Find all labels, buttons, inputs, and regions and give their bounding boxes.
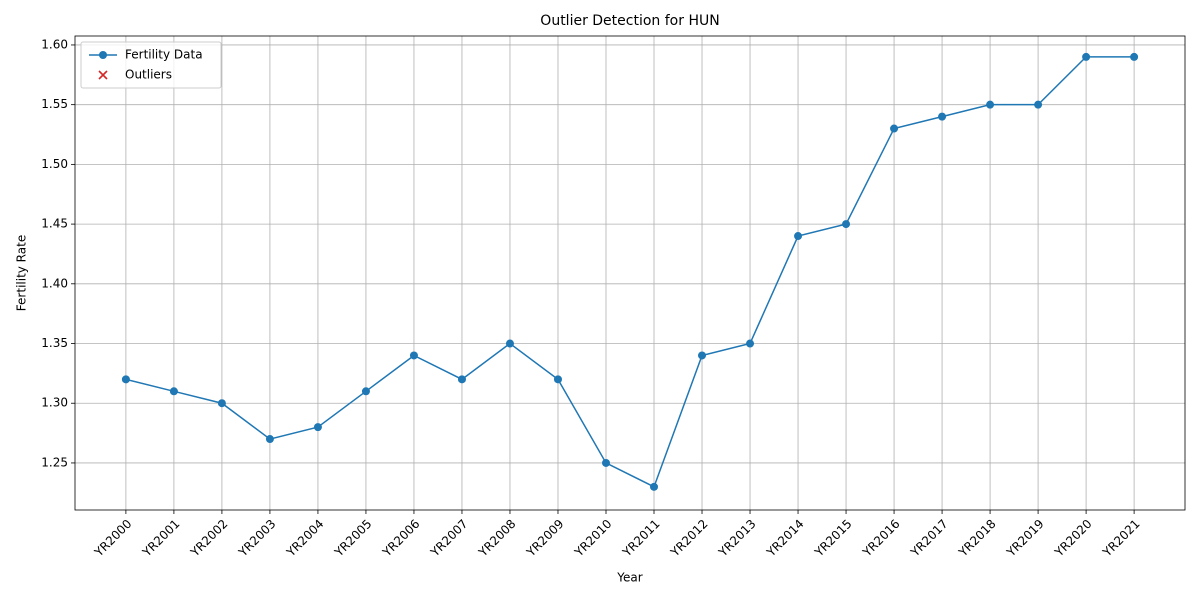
data-point bbox=[169, 387, 178, 396]
data-point bbox=[457, 375, 466, 384]
data-point bbox=[553, 375, 562, 384]
y-tick-label: 1.50 bbox=[41, 157, 68, 171]
y-axis-label: Fertility Rate bbox=[15, 235, 29, 311]
data-point bbox=[1082, 52, 1091, 61]
data-point bbox=[1130, 52, 1139, 61]
y-tick-label: 1.60 bbox=[41, 37, 68, 51]
data-point bbox=[938, 112, 947, 121]
data-point bbox=[313, 423, 322, 432]
y-tick-label: 1.30 bbox=[41, 396, 68, 410]
data-point bbox=[361, 387, 370, 396]
data-point bbox=[794, 232, 803, 241]
y-tick-label: 1.25 bbox=[41, 455, 68, 469]
data-point bbox=[650, 482, 659, 491]
y-tick-label: 1.35 bbox=[41, 336, 68, 350]
legend-box bbox=[80, 41, 222, 89]
series-line bbox=[125, 56, 1135, 488]
y-tick-label: 1.40 bbox=[41, 276, 68, 290]
data-point bbox=[265, 435, 274, 444]
chart-title: Outlier Detection for HUN bbox=[540, 13, 719, 29]
data-point bbox=[986, 100, 995, 109]
data-point bbox=[1034, 100, 1043, 109]
data-point bbox=[746, 339, 755, 348]
data-point bbox=[121, 375, 130, 384]
y-tick-label: 1.55 bbox=[41, 97, 68, 111]
data-point bbox=[505, 339, 514, 348]
data-point bbox=[890, 124, 899, 133]
legend-label: Fertility Data bbox=[125, 48, 203, 62]
data-point bbox=[601, 458, 610, 467]
data-point bbox=[217, 399, 226, 408]
data-point bbox=[698, 351, 707, 360]
data-point bbox=[409, 351, 418, 360]
legend-marker bbox=[98, 70, 108, 80]
legend-marker bbox=[99, 51, 107, 59]
x-axis-label: Year bbox=[616, 571, 642, 585]
plot-frame bbox=[74, 35, 1186, 511]
legend-label: Outliers bbox=[125, 68, 172, 82]
y-tick-label: 1.45 bbox=[41, 217, 68, 231]
data-point bbox=[842, 220, 851, 229]
